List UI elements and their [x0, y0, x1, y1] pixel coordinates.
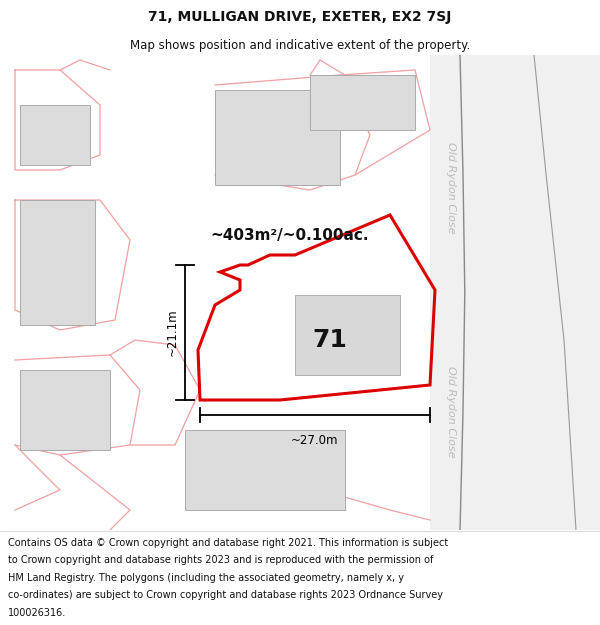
Text: 100026316.: 100026316. [8, 608, 66, 618]
Bar [295, 295, 400, 375]
Text: 71, MULLIGAN DRIVE, EXETER, EX2 7SJ: 71, MULLIGAN DRIVE, EXETER, EX2 7SJ [148, 10, 452, 24]
Text: Map shows position and indicative extent of the property.: Map shows position and indicative extent… [130, 39, 470, 51]
Text: co-ordinates) are subject to Crown copyright and database rights 2023 Ordnance S: co-ordinates) are subject to Crown copyr… [8, 591, 443, 601]
Text: Contains OS data © Crown copyright and database right 2021. This information is : Contains OS data © Crown copyright and d… [0, 624, 1, 625]
Text: Old Rydon Close: Old Rydon Close [446, 142, 456, 234]
Text: 71: 71 [313, 328, 347, 352]
Bar [185, 430, 345, 510]
Text: ~21.1m: ~21.1m [166, 309, 178, 356]
Text: Old Rydon Close: Old Rydon Close [446, 366, 456, 457]
Text: ~27.0m: ~27.0m [291, 434, 339, 447]
Bar [430, 55, 600, 530]
Bar [20, 200, 95, 325]
Text: Contains OS data © Crown copyright and database right 2021. This information is : Contains OS data © Crown copyright and d… [8, 538, 448, 548]
Bar [215, 90, 340, 185]
Text: HM Land Registry. The polygons (including the associated geometry, namely x, y: HM Land Registry. The polygons (includin… [8, 572, 404, 582]
Text: to Crown copyright and database rights 2023 and is reproduced with the permissio: to Crown copyright and database rights 2… [8, 555, 433, 565]
Bar [20, 105, 90, 165]
Bar [310, 75, 415, 130]
Text: ~403m²/~0.100ac.: ~403m²/~0.100ac. [210, 228, 368, 242]
Bar [20, 370, 110, 450]
